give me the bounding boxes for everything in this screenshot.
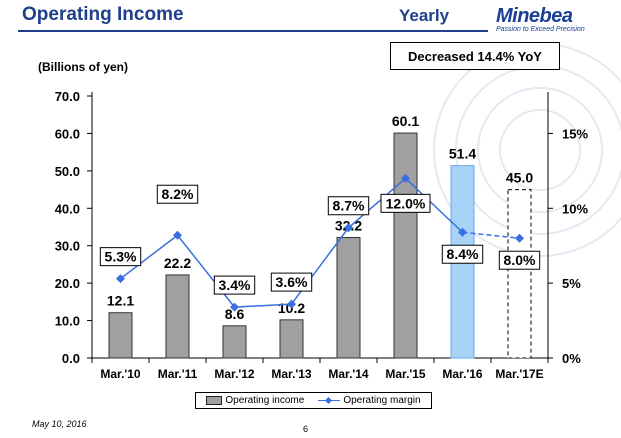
- left-tick-label: 20.0: [55, 276, 80, 291]
- bar-7: [507, 189, 532, 359]
- legend-bar-swatch: [206, 396, 223, 405]
- left-tick-label: 60.0: [55, 126, 80, 141]
- margin-label-5: 12.0%: [386, 195, 426, 211]
- bar-4: [336, 236, 361, 359]
- margin-line-segment: [234, 303, 292, 308]
- bar-value-label-6: 51.4: [449, 146, 476, 162]
- margin-line-segment: [348, 177, 406, 229]
- right-tick-label: 5%: [562, 276, 581, 291]
- right-tick-label: 0%: [562, 351, 581, 366]
- footer-date: May 10, 2016: [32, 419, 87, 429]
- left-tick-label: 40.0: [55, 201, 80, 216]
- left-tick-label: 50.0: [55, 164, 80, 179]
- legend-bar-label: Operating income: [225, 395, 305, 406]
- bar-1: [165, 274, 190, 359]
- legend-line-swatch: [318, 397, 341, 405]
- logo-tagline: Passion to Exceed Precision: [496, 26, 585, 33]
- title-underline: [18, 30, 488, 32]
- margin-label-box-5: [380, 193, 431, 213]
- bar-0: [108, 312, 133, 359]
- x-tick-label-3: Mar.'13: [271, 367, 312, 381]
- margin-point-1: [172, 230, 183, 240]
- margin-label-4: 8.7%: [333, 198, 365, 214]
- left-tick-label: 30.0: [55, 239, 80, 254]
- margin-label-box-7: [498, 250, 541, 270]
- left-tick-label: 70.0: [55, 89, 80, 104]
- margin-label-box-2: [213, 275, 256, 295]
- period-label: Yearly: [399, 6, 450, 25]
- margin-label-box-0: [99, 247, 142, 267]
- bar-value-label-1: 22.2: [164, 255, 191, 271]
- margin-label-box-6: [441, 244, 484, 264]
- x-tick-label-6: Mar.'16: [442, 367, 483, 381]
- left-tick-label: 10.0: [55, 314, 80, 329]
- bar-2: [222, 325, 247, 359]
- chart-legend: Operating income Operating margin: [195, 392, 432, 409]
- x-tick-label-2: Mar.'12: [214, 367, 255, 381]
- unit-label: (Billions of yen): [38, 60, 128, 74]
- margin-label-6: 8.4%: [447, 246, 479, 262]
- page-title: Operating Income: [22, 4, 184, 25]
- margin-label-2: 3.4%: [219, 277, 251, 293]
- bar-value-label-5: 60.1: [392, 113, 419, 129]
- margin-line-segment: [120, 234, 178, 280]
- margin-line-segment: [404, 177, 464, 233]
- company-logo: Minebea Passion to Exceed Precision: [496, 5, 614, 33]
- margin-label-7: 8.0%: [504, 252, 536, 268]
- margin-line-segment: [176, 234, 236, 308]
- margin-point-2: [229, 302, 240, 312]
- legend-item-line: Operating margin: [318, 395, 421, 406]
- left-tick-label: 0.0: [62, 351, 80, 366]
- x-tick-label-1: Mar.'11: [158, 367, 198, 381]
- page-number: 6: [303, 424, 309, 434]
- x-tick-label-4: Mar.'14: [328, 367, 369, 381]
- bar-value-label-2: 8.6: [225, 306, 245, 322]
- margin-label-0: 5.3%: [105, 249, 137, 265]
- margin-line-segment: [462, 231, 520, 239]
- margin-label-box-3: [270, 272, 313, 292]
- right-tick-label: 10%: [562, 201, 588, 216]
- margin-label-3: 3.6%: [276, 274, 308, 290]
- logo-wordmark: Minebea: [496, 5, 573, 27]
- margin-label-1: 8.2%: [162, 186, 194, 202]
- bar-value-label-7: 45.0: [506, 170, 533, 186]
- legend-item-bar: Operating income: [206, 395, 304, 406]
- bar-3: [279, 319, 304, 359]
- legend-line-label: Operating margin: [343, 395, 421, 406]
- margin-label-box-4: [327, 196, 370, 216]
- x-tick-label-7: Mar.'17E: [495, 367, 543, 381]
- x-tick-label-0: Mar.'10: [100, 367, 141, 381]
- x-tick-label-5: Mar.'15: [385, 367, 426, 381]
- yoy-callout: Decreased 14.4% YoY: [390, 42, 560, 70]
- right-tick-label: 15%: [562, 126, 588, 141]
- bar-5: [393, 132, 418, 359]
- margin-label-box-1: [156, 184, 199, 204]
- bar-value-label-0: 12.1: [107, 293, 134, 309]
